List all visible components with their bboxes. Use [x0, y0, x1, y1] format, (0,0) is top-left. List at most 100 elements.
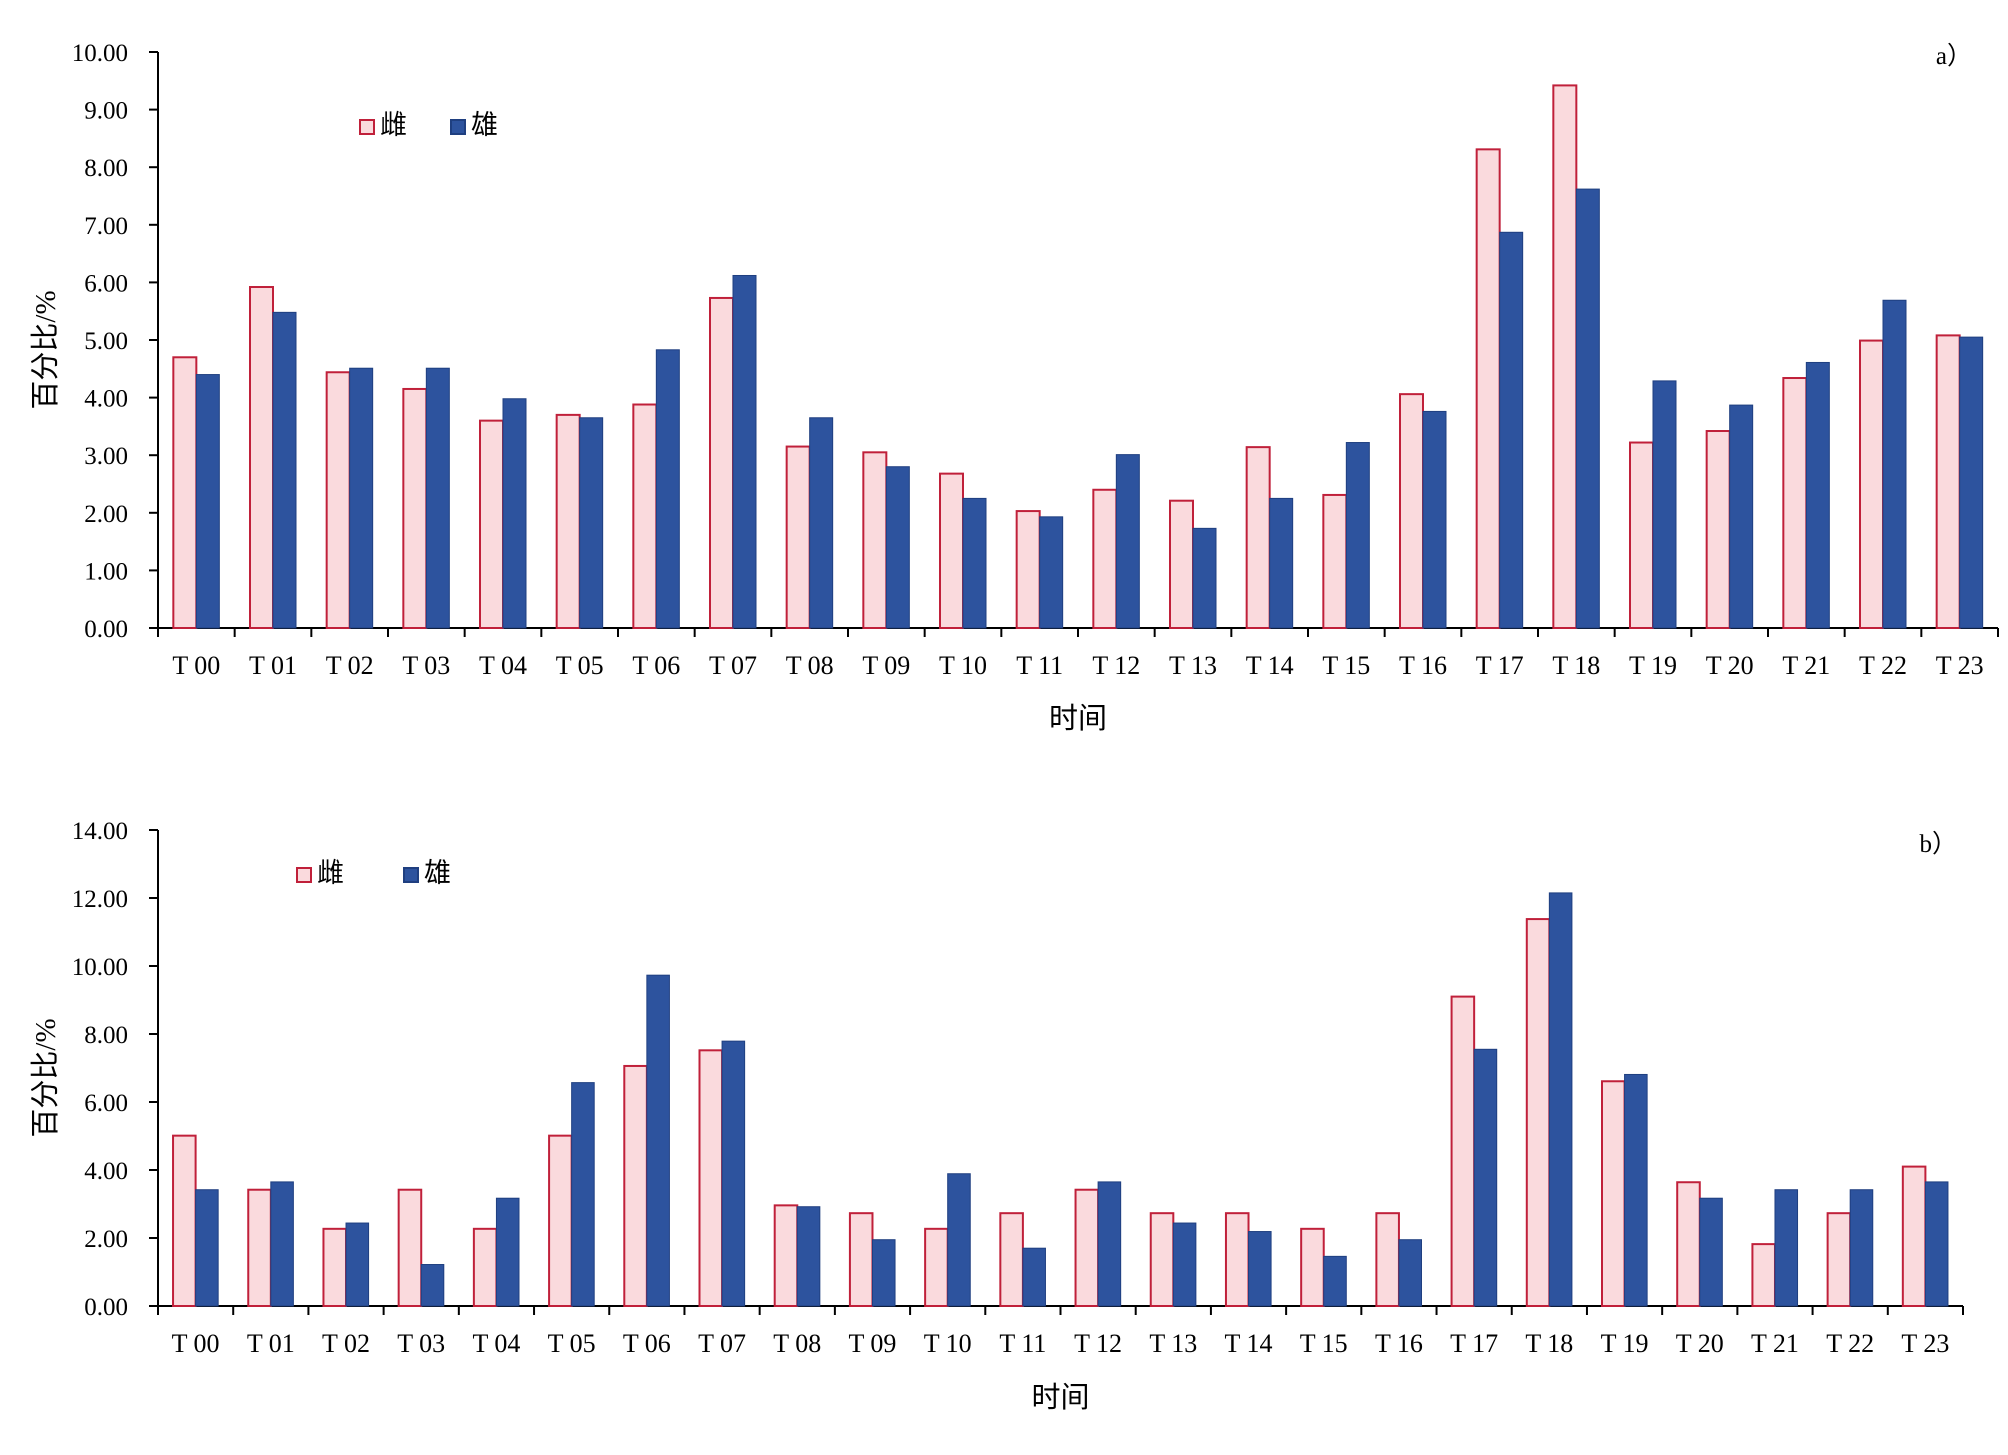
x-category-label: T 05 — [556, 651, 604, 680]
y-tick-label: 9.00 — [84, 98, 128, 125]
x-category-label: T 20 — [1676, 1329, 1724, 1358]
bar-female-14 — [1245, 446, 1271, 629]
panel-label: b） — [1919, 830, 1957, 858]
x-category-label: T 18 — [1525, 1329, 1573, 1358]
y-tick-label: 0.00 — [84, 616, 128, 643]
bar-female-13 — [1169, 499, 1194, 630]
x-category-label: T 21 — [1751, 1329, 1799, 1358]
panel-label: a） — [1936, 42, 1972, 70]
x-category-label: T 09 — [849, 1329, 897, 1358]
x-category-label: T 01 — [249, 651, 297, 680]
x-category-label: T 11 — [1016, 651, 1063, 680]
x-category-label: T 02 — [322, 1329, 370, 1358]
bar-male-21 — [1774, 1189, 1799, 1307]
bar-female-12 — [1074, 1188, 1100, 1307]
bar-female-11 — [999, 1212, 1024, 1308]
legend-label-female: 雌 — [317, 858, 344, 888]
bar-female-8 — [773, 1204, 799, 1307]
chart-panel-b: 0.00 2.00 4.00 6.00 8.00 10.00 12.00 14.00 T 00 T… — [29, 818, 1964, 1414]
x-category-label: T 17 — [1450, 1329, 1498, 1358]
bar-female-19 — [1629, 441, 1654, 630]
x-category-label: T 07 — [698, 1329, 746, 1358]
x-category-label: T 22 — [1826, 1329, 1874, 1358]
bar-female-23 — [1901, 1165, 1927, 1307]
legend-label-female: 雌 — [380, 110, 407, 140]
bar-male-15 — [1345, 442, 1370, 629]
legend: 雌雄 — [296, 858, 451, 888]
bar-male-1 — [270, 1181, 294, 1307]
bar-female-5 — [555, 413, 581, 629]
bar-male-14 — [1269, 497, 1294, 629]
bar-male-6 — [655, 349, 680, 629]
bar-female-9 — [862, 451, 888, 629]
legend: 雌雄 — [359, 110, 498, 140]
y-tick-label: 10.00 — [72, 954, 128, 981]
x-category-label: T 13 — [1149, 1329, 1197, 1358]
bar-male-12 — [1115, 454, 1140, 629]
x-category-label: T 08 — [773, 1329, 821, 1358]
bar-male-0 — [195, 1189, 219, 1307]
bar-female-13 — [1149, 1212, 1175, 1308]
legend-swatch-female — [296, 867, 312, 883]
bar-male-2 — [349, 367, 374, 629]
bar-female-10 — [924, 1227, 949, 1307]
bar-female-3 — [402, 387, 428, 629]
bar-female-18 — [1525, 918, 1551, 1308]
legend-swatch-male — [403, 867, 419, 883]
bar-male-16 — [1422, 410, 1447, 629]
bar-male-23 — [1959, 336, 1984, 629]
bar-male-3 — [425, 367, 450, 629]
bar-male-16 — [1398, 1239, 1422, 1307]
bar-female-4 — [479, 419, 504, 630]
x-category-label: T 12 — [1074, 1329, 1122, 1358]
bar-female-20 — [1705, 430, 1731, 629]
y-tick-label: 6.00 — [84, 1090, 128, 1117]
x-category-label: T 11 — [999, 1329, 1046, 1358]
x-category-label: T 12 — [1092, 651, 1140, 680]
bar-male-20 — [1699, 1197, 1723, 1307]
bar-male-7 — [721, 1040, 746, 1307]
bar-female-17 — [1475, 148, 1501, 629]
bar-female-22 — [1826, 1212, 1852, 1308]
x-category-label: T 06 — [623, 1329, 671, 1358]
bar-male-10 — [947, 1173, 971, 1307]
bar-male-4 — [495, 1197, 520, 1307]
y-tick-label: 6.00 — [84, 270, 128, 297]
x-category-label: T 04 — [472, 1329, 520, 1358]
y-tick-label: 8.00 — [84, 155, 128, 182]
x-category-label: T 05 — [548, 1329, 596, 1358]
x-category-label: T 10 — [924, 1329, 972, 1358]
bar-male-1 — [272, 311, 297, 629]
bar-male-8 — [796, 1206, 821, 1307]
bar-female-6 — [632, 403, 658, 629]
x-axis-title: 时间 — [1031, 1381, 1089, 1414]
bar-male-18 — [1548, 892, 1573, 1307]
bar-female-12 — [1092, 488, 1118, 630]
y-tick-label: 5.00 — [84, 328, 128, 355]
x-category-label: T 01 — [247, 1329, 295, 1358]
y-tick-label: 4.00 — [84, 386, 128, 413]
legend-swatch-female — [359, 119, 375, 135]
x-category-label: T 19 — [1629, 651, 1677, 680]
x-category-label: T 16 — [1375, 1329, 1423, 1358]
y-tick-label: 4.00 — [84, 1158, 128, 1185]
x-category-label: T 21 — [1782, 651, 1830, 680]
bar-female-19 — [1601, 1080, 1626, 1308]
bar-female-9 — [848, 1212, 874, 1308]
bar-female-8 — [785, 445, 811, 629]
bar-female-1 — [247, 1188, 272, 1307]
y-tick-label: 14.00 — [72, 818, 128, 845]
bar-male-23 — [1924, 1181, 1949, 1307]
bar-male-13 — [1192, 527, 1217, 629]
bar-male-10 — [962, 497, 987, 629]
bar-female-22 — [1859, 339, 1884, 629]
bar-female-5 — [548, 1134, 573, 1308]
bar-female-0 — [172, 356, 198, 629]
bar-male-6 — [646, 974, 670, 1307]
bar-male-21 — [1805, 361, 1830, 629]
legend-label-male: 雄 — [471, 110, 498, 140]
y-axis-title: 百分比/% — [29, 290, 62, 409]
bar-male-11 — [1022, 1247, 1046, 1307]
x-category-label: T 02 — [326, 651, 374, 680]
